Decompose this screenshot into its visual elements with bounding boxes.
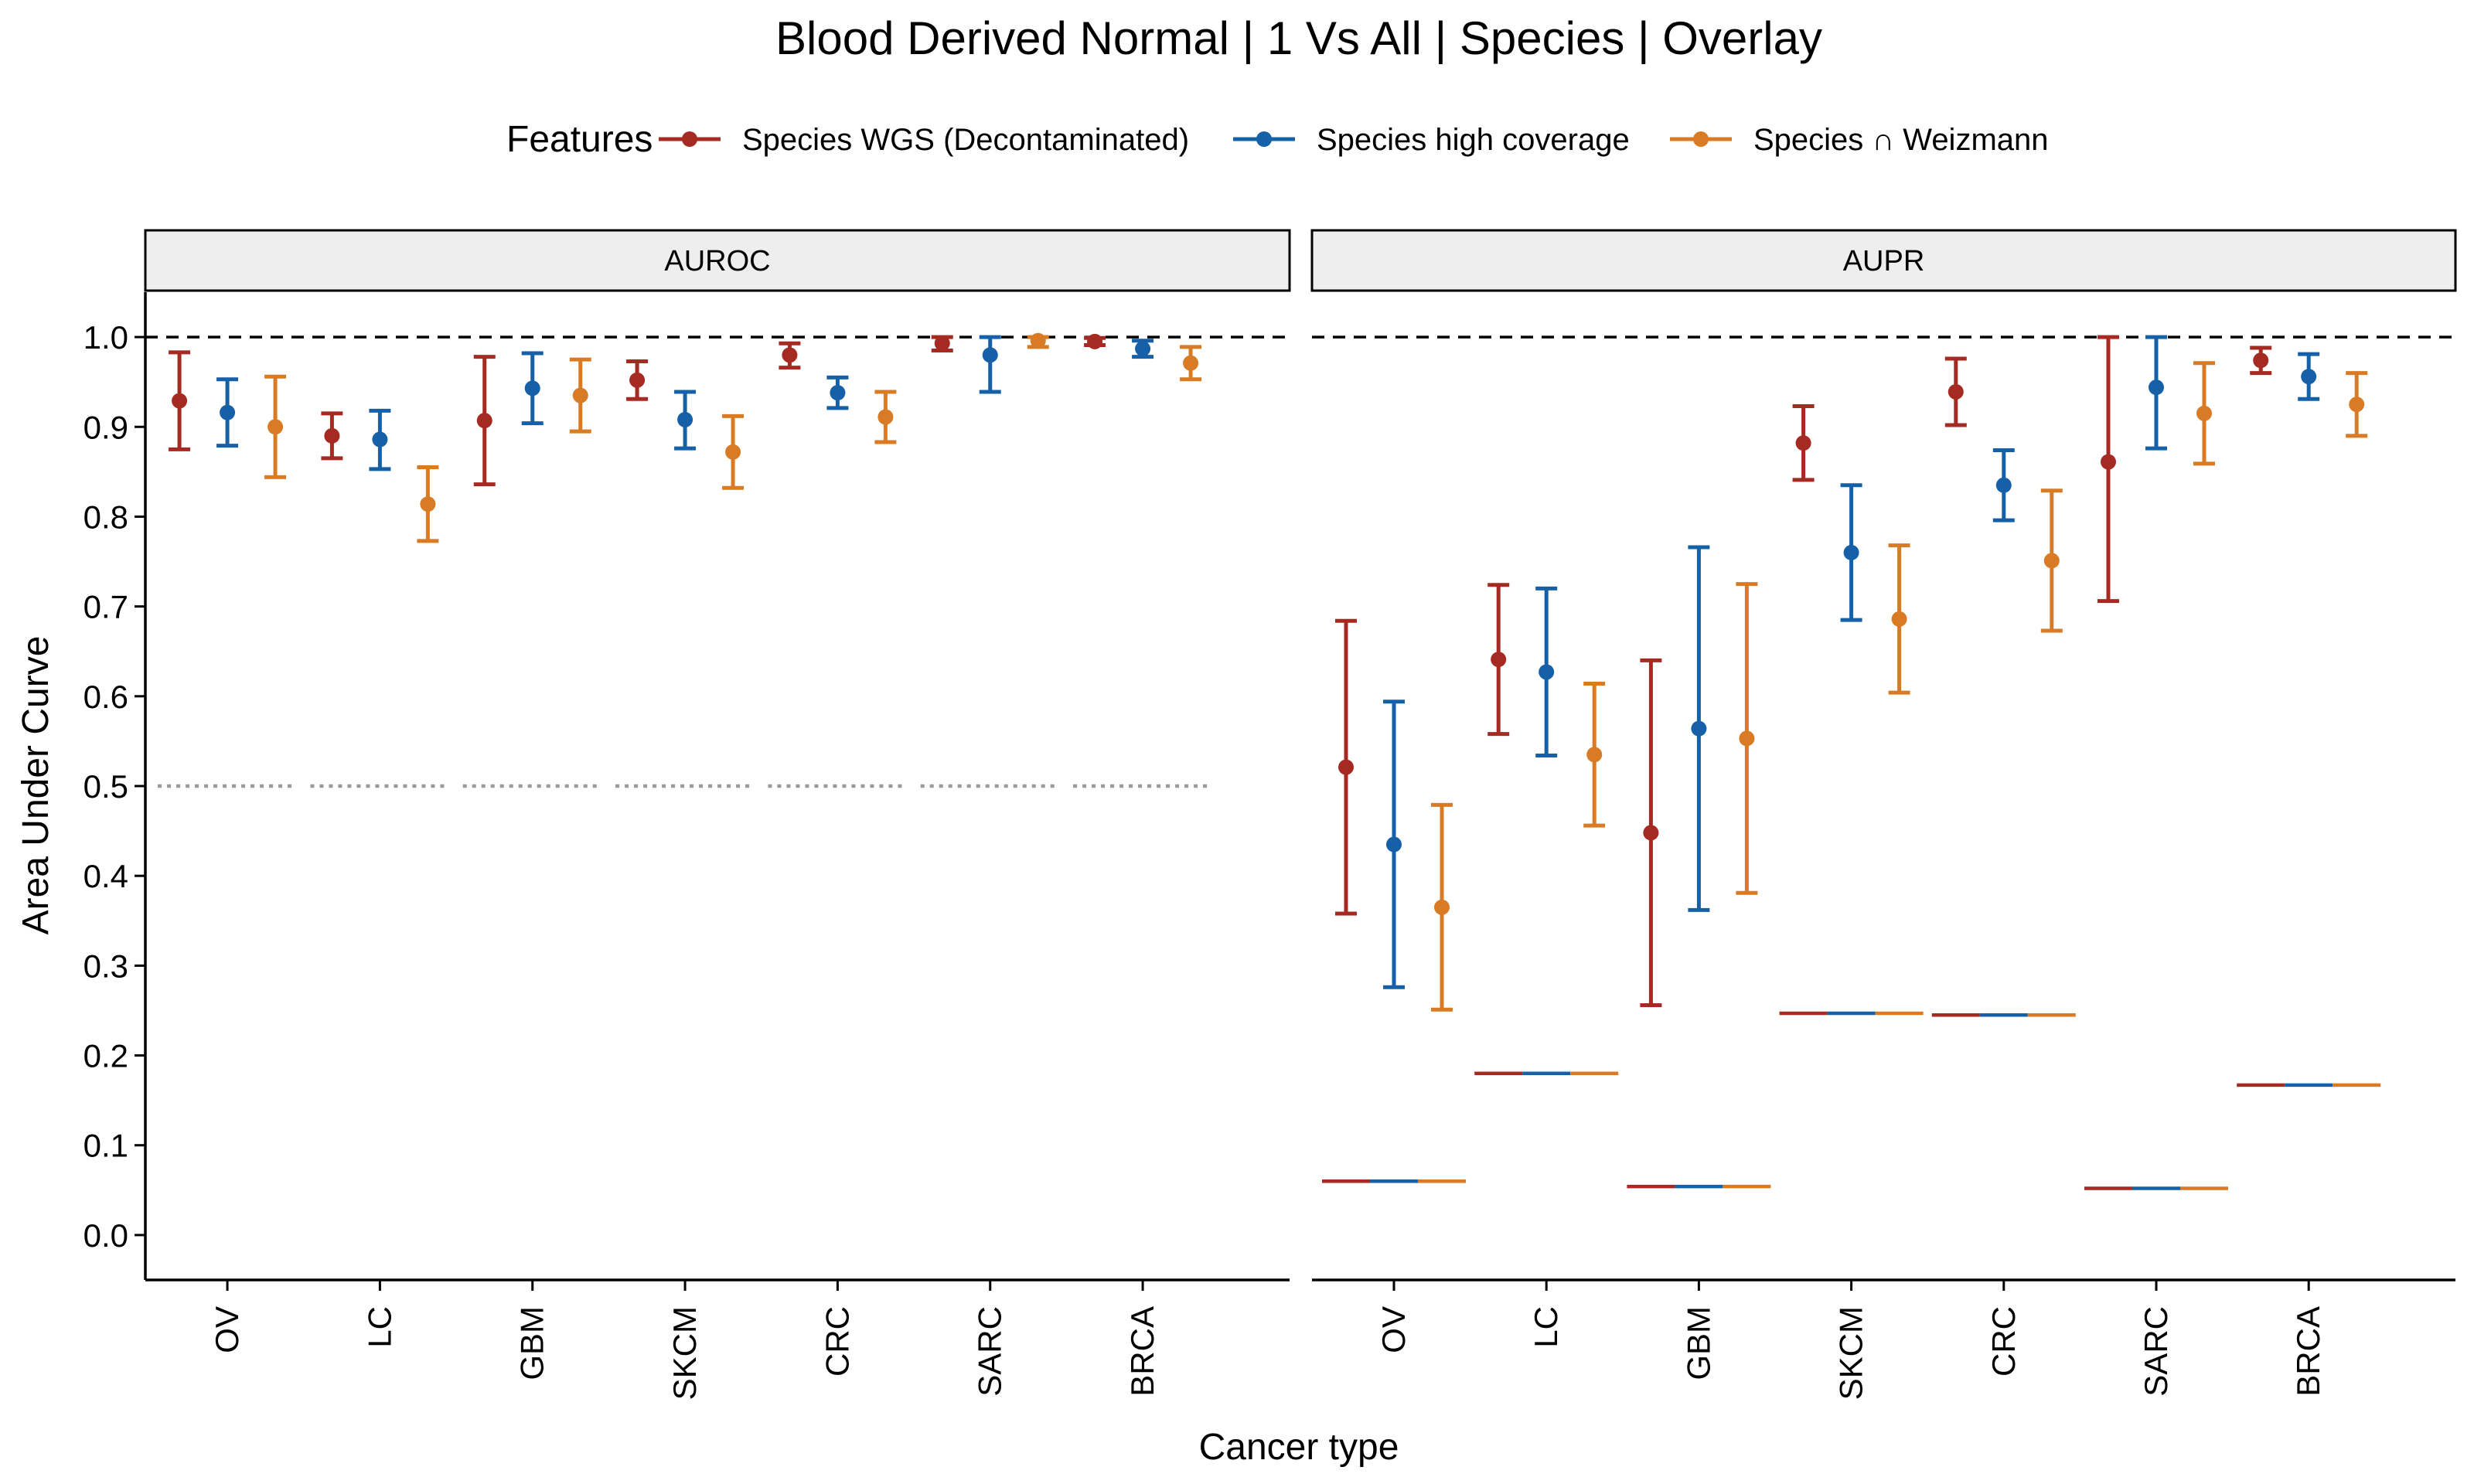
data-point: [2148, 380, 2164, 396]
legend-entry-3: Species ∩ Weizmann: [1670, 123, 2049, 157]
y-tick-label: 0.1: [83, 1128, 128, 1164]
x-tick-label: SARC: [2138, 1306, 2174, 1397]
series-1: [169, 333, 1106, 487]
x-tick-label: OV: [1375, 1306, 1412, 1353]
x-tick-label: BRCA: [1124, 1306, 1160, 1397]
y-tick-label: 1.0: [83, 319, 128, 356]
panel-aupr: AUPR OV LC GBM SKCM CRC SARC BRCA: [1310, 229, 2457, 1400]
y-tick-label: 0.4: [83, 858, 128, 894]
data-point: [877, 409, 894, 425]
x-tick-label: SKCM: [666, 1306, 703, 1400]
x-tick-label: CRC: [819, 1306, 855, 1377]
data-point: [782, 347, 798, 363]
x-tick-label: GBM: [1680, 1306, 1716, 1380]
data-point: [524, 380, 540, 397]
data-point: [1183, 355, 1199, 371]
data-point: [220, 404, 236, 420]
series-2: [216, 335, 1154, 471]
data-point: [1795, 435, 1811, 451]
data-point: [1643, 825, 1659, 841]
data-point: [476, 413, 492, 429]
data-point: [572, 387, 588, 403]
data-point: [2043, 553, 2060, 569]
panel-strip-label: AUPR: [1843, 245, 1925, 277]
series-2: [1382, 335, 2320, 989]
chart-panels: AUROC 0.0 0.1 0.2 0.3 0.4 0.5 0.6 0.7 0.8 0.9 1.0 OV…: [83, 229, 2457, 1400]
data-point: [1739, 730, 1755, 747]
x-tick-label: OV: [209, 1306, 245, 1353]
x-tick-label: BRCA: [2290, 1306, 2326, 1397]
data-point: [1948, 383, 1964, 400]
legend-label: Species WGS (Decontaminated): [742, 123, 1189, 157]
data-point: [1385, 836, 1402, 853]
legend-title: Features: [506, 119, 653, 160]
data-point: [1843, 544, 1859, 560]
data-point: [2253, 352, 2269, 369]
y-tick-label: 0.7: [83, 589, 128, 625]
x-tick-label: LC: [361, 1306, 397, 1348]
data-point: [420, 496, 436, 512]
series-1: [1334, 335, 2272, 1007]
data-point: [1539, 664, 1555, 680]
legend-key-point: [1693, 131, 1709, 147]
data-point: [1491, 652, 1507, 668]
panel-strip: [144, 229, 1291, 292]
y-tick-label: 0.2: [83, 1038, 128, 1074]
data-point: [1995, 477, 2012, 493]
data-point: [629, 372, 646, 388]
x-tick-label: LC: [1528, 1306, 1564, 1348]
data-point: [2349, 397, 2365, 413]
panel-strip: [1310, 229, 2457, 292]
y-axis-title: Area Under Curve: [15, 636, 56, 935]
data-point: [1586, 747, 1603, 763]
data-point: [1087, 333, 1103, 349]
data-point: [1135, 341, 1151, 357]
legend-label: Species ∩ Weizmann: [1753, 123, 2049, 157]
data-point: [268, 419, 284, 435]
y-tick-label: 0.9: [83, 409, 128, 445]
x-tick-label: CRC: [1985, 1306, 2022, 1377]
legend-entry-1: Species WGS (Decontaminated): [659, 123, 1189, 157]
y-tick-label: 0.6: [83, 679, 128, 715]
data-point: [725, 444, 741, 460]
data-point: [1691, 720, 1707, 737]
series-3: [264, 332, 1202, 543]
legend-entry-2: Species high coverage: [1233, 123, 1630, 157]
data-point: [2100, 454, 2116, 470]
legend: Species WGS (Decontaminated) Species high…: [659, 123, 2049, 157]
y-tick-label: 0.0: [83, 1217, 128, 1254]
y-tick-label: 0.5: [83, 768, 128, 805]
data-point: [324, 427, 340, 444]
x-axis-title: Cancer type: [1199, 1427, 1399, 1468]
data-point: [2301, 369, 2317, 385]
data-point: [372, 431, 388, 448]
y-tick-label: 0.3: [83, 948, 128, 984]
panel-strip-label: AUROC: [664, 245, 770, 277]
x-tick-label: SARC: [972, 1306, 1008, 1397]
panel-auroc: AUROC 0.0 0.1 0.2 0.3 0.4 0.5 0.6 0.7 0.8 0.9 1.0 OV…: [83, 229, 1291, 1400]
legend-key-point: [1256, 131, 1272, 147]
data-point: [1433, 899, 1450, 915]
legend-key-point: [682, 131, 697, 147]
data-point: [1891, 611, 1907, 627]
data-point: [1338, 759, 1354, 775]
legend-label: Species high coverage: [1317, 123, 1630, 157]
data-point: [830, 385, 846, 401]
y-tick-label: 0.8: [83, 499, 128, 535]
data-point: [1030, 332, 1046, 349]
data-point: [677, 411, 693, 427]
chart-title: Blood Derived Normal | 1 Vs All | Specie…: [775, 12, 1822, 64]
x-tick-label: SKCM: [1833, 1306, 1869, 1400]
x-tick-label: GBM: [514, 1306, 550, 1380]
series-3: [1430, 361, 2368, 1012]
data-point: [172, 393, 188, 409]
data-point: [982, 347, 998, 363]
data-point: [2196, 405, 2212, 421]
data-point: [934, 335, 950, 352]
